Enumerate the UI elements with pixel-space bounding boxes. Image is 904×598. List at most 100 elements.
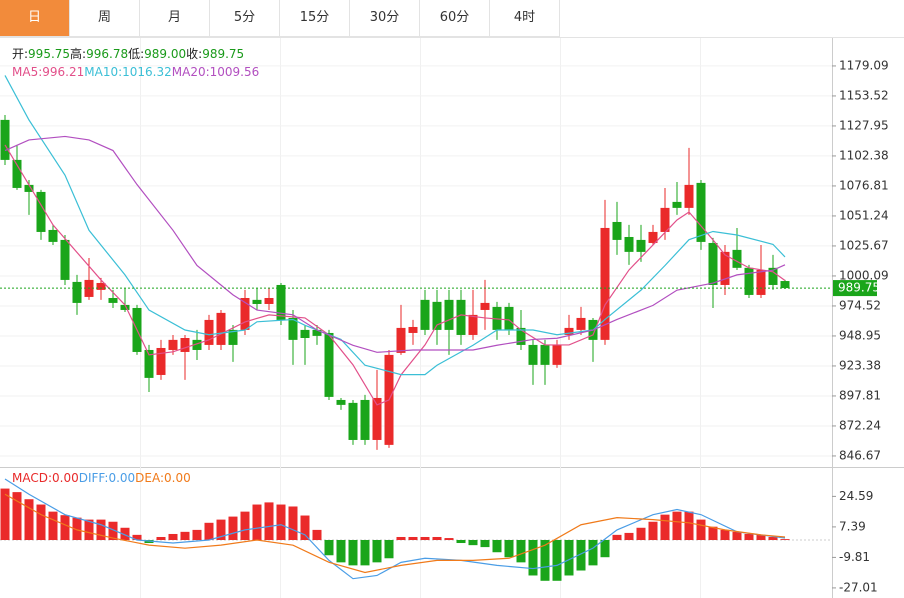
macd-bar bbox=[576, 540, 586, 571]
period-tab[interactable]: 4时 bbox=[490, 0, 560, 37]
y-tick-label: -9.81 bbox=[839, 550, 870, 564]
period-tab[interactable]: 日 bbox=[0, 0, 70, 37]
candle-body bbox=[252, 299, 262, 304]
candle-body bbox=[504, 306, 514, 330]
macd-bar bbox=[204, 522, 214, 541]
candle-body bbox=[468, 314, 478, 335]
legend-label: MA10: bbox=[84, 65, 122, 79]
y-tick-label: 1000.09 bbox=[839, 268, 889, 282]
macd-bar bbox=[72, 517, 82, 541]
candle-body bbox=[420, 299, 430, 330]
candle-body bbox=[156, 347, 166, 375]
candle-body bbox=[0, 119, 10, 160]
candle-body bbox=[192, 339, 202, 350]
candle-body bbox=[24, 184, 34, 192]
macd-bar bbox=[684, 511, 694, 541]
period-tab[interactable]: 30分 bbox=[350, 0, 420, 37]
candle-body bbox=[456, 299, 466, 335]
period-tab[interactable]: 60分 bbox=[420, 0, 490, 37]
legend-label: 低: bbox=[128, 47, 144, 61]
macd-bar bbox=[60, 515, 70, 541]
macd-bar bbox=[0, 488, 10, 541]
candle-body bbox=[564, 327, 574, 335]
period-tab[interactable]: 15分 bbox=[280, 0, 350, 37]
candle-body bbox=[756, 269, 766, 295]
macd-bar bbox=[156, 536, 166, 541]
candle-body bbox=[216, 312, 226, 345]
period-tabs: 日周月 5分 15分 30分 60分 4时 bbox=[0, 0, 560, 37]
macd-bar bbox=[132, 534, 142, 541]
macd-bar bbox=[324, 540, 334, 556]
line bbox=[4, 75, 786, 376]
macd-bar bbox=[648, 521, 658, 541]
candle-body bbox=[612, 221, 622, 240]
candle-body bbox=[780, 281, 790, 289]
legend: 开:995.75高:996.78低:989.00收:989.75 bbox=[12, 46, 244, 61]
macd-bar bbox=[180, 531, 190, 541]
macd-bar bbox=[780, 539, 790, 541]
macd-bar bbox=[696, 519, 706, 541]
y-tick-label: 1051.24 bbox=[839, 208, 889, 222]
macd-bar bbox=[564, 540, 574, 576]
legend-label: 高: bbox=[70, 46, 86, 61]
macd-bar bbox=[48, 511, 58, 541]
macd-bar bbox=[168, 533, 178, 541]
y-tick-label: 1076.81 bbox=[839, 178, 889, 192]
macd-bar bbox=[624, 532, 634, 541]
macd-bar bbox=[252, 504, 262, 541]
candle-body bbox=[540, 344, 550, 365]
legend-label: DEA: bbox=[135, 471, 164, 485]
period-tab[interactable]: 月 bbox=[140, 0, 210, 37]
candle-body bbox=[408, 326, 418, 333]
macd-bar bbox=[756, 534, 766, 541]
macd-bar bbox=[384, 540, 394, 559]
y-tick-label: 1102.38 bbox=[839, 148, 889, 162]
legend: MA5:996.21MA10:1016.32MA20:1009.56 bbox=[12, 65, 259, 79]
macd-bar bbox=[480, 540, 490, 548]
legend-value: 0.00 bbox=[52, 471, 79, 485]
macd-bar bbox=[228, 516, 238, 541]
candle-body bbox=[36, 191, 46, 232]
period-tab[interactable]: 周 bbox=[70, 0, 140, 37]
macd-bar bbox=[96, 519, 106, 541]
macd-bar bbox=[432, 536, 442, 541]
macd-bar bbox=[492, 540, 502, 553]
y-tick-label: 24.59 bbox=[839, 489, 873, 503]
macd-bar bbox=[744, 533, 754, 541]
candle-body bbox=[720, 251, 730, 285]
macd-bar bbox=[516, 540, 526, 563]
y-tick-label: 948.95 bbox=[839, 328, 881, 342]
candle-body bbox=[288, 317, 298, 340]
period-tab[interactable]: 5分 bbox=[210, 0, 280, 37]
macd-bar bbox=[192, 529, 202, 541]
macd-bar bbox=[108, 521, 118, 541]
candle-body bbox=[660, 207, 670, 232]
candle-body bbox=[348, 402, 358, 440]
macd-bar bbox=[612, 534, 622, 541]
candle-body bbox=[708, 242, 718, 285]
candle-body bbox=[144, 349, 154, 378]
candle-body bbox=[48, 229, 58, 242]
macd-bar bbox=[240, 511, 250, 541]
macd-bar bbox=[84, 519, 94, 541]
macd-bar bbox=[540, 540, 550, 581]
candle-body bbox=[696, 182, 706, 242]
y-tick-label: 7.39 bbox=[839, 519, 866, 533]
last-price-label: 989.75 bbox=[838, 281, 880, 295]
line bbox=[4, 135, 786, 353]
macd-bar bbox=[660, 514, 670, 541]
candle-body bbox=[516, 327, 526, 345]
candle-body bbox=[324, 332, 334, 397]
candle-body bbox=[672, 201, 682, 208]
macd-bar bbox=[312, 529, 322, 541]
line bbox=[4, 144, 786, 406]
candle-body bbox=[396, 327, 406, 353]
candle-body bbox=[72, 281, 82, 303]
candle-body bbox=[228, 329, 238, 345]
y-tick-label: 1179.09 bbox=[839, 58, 889, 72]
macd-bar bbox=[264, 502, 274, 541]
y-tick-label: 846.67 bbox=[839, 448, 881, 462]
macd-bar bbox=[408, 536, 418, 541]
legend-value: 0.00 bbox=[164, 471, 191, 485]
